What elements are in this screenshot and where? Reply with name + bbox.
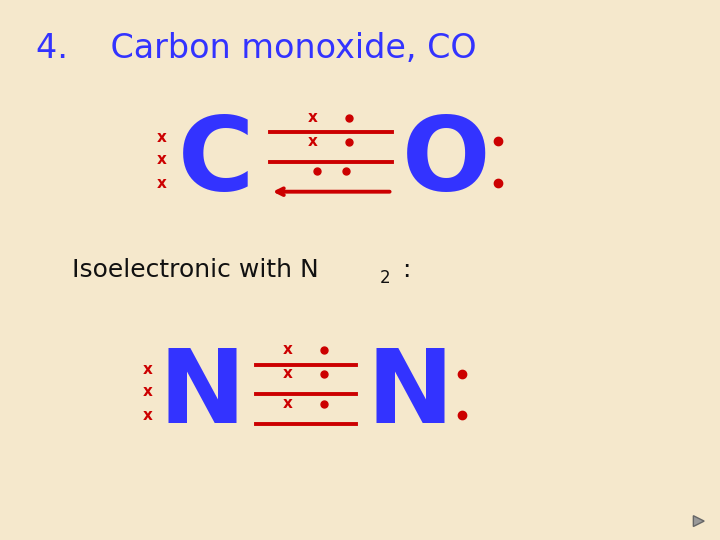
Text: x: x [283,367,293,381]
Polygon shape [693,516,704,526]
Text: x: x [143,384,153,399]
Text: x: x [308,110,318,125]
Text: :: : [395,258,411,282]
Text: C: C [178,111,254,213]
Text: x: x [157,130,167,145]
Text: x: x [283,342,293,357]
Text: 4.    Carbon monoxide, CO: 4. Carbon monoxide, CO [36,32,477,65]
Text: 2: 2 [379,268,390,287]
Text: x: x [308,134,318,149]
Text: O: O [402,111,490,213]
Text: x: x [143,408,153,423]
Text: N: N [367,343,454,445]
Text: x: x [157,176,167,191]
Text: N: N [158,343,245,445]
Text: x: x [283,396,293,411]
Text: Isoelectronic with N: Isoelectronic with N [72,258,319,282]
Text: x: x [157,152,167,167]
Text: x: x [143,362,153,377]
